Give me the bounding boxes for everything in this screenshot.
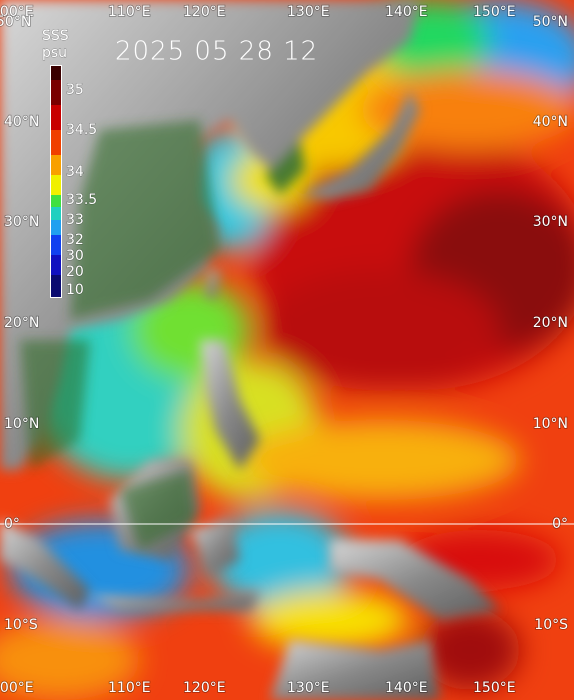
lat-label-left: 10°N bbox=[4, 416, 39, 432]
colorbar-label: 34 bbox=[66, 164, 84, 180]
lat-label-left: 0° bbox=[4, 516, 20, 532]
lon-label-top: 150°E bbox=[473, 4, 516, 20]
lon-label-bottom: 150°E bbox=[473, 680, 516, 696]
axis-labels: 100°E 110°E 120°E 130°E 140°E 150°E 100°E 110°E… bbox=[0, 3, 569, 697]
lat-label-right: 10°S bbox=[534, 617, 568, 633]
colorbar-label: 10 bbox=[66, 282, 84, 298]
lon-label-top: 110°E bbox=[108, 4, 151, 20]
lat-label-right: 10°N bbox=[533, 416, 568, 432]
colorbar-unit: psu bbox=[42, 45, 67, 61]
lat-label-right: 20°N bbox=[533, 315, 568, 331]
lon-label-bottom: 130°E bbox=[287, 680, 330, 696]
lon-label-top: 140°E bbox=[385, 4, 428, 20]
lon-label-bottom: 140°E bbox=[385, 680, 428, 696]
lon-label-top: 100°E bbox=[0, 4, 34, 20]
colorbar-title: SSS bbox=[42, 28, 69, 44]
vegetation bbox=[20, 120, 220, 550]
lat-label-right: 0° bbox=[552, 516, 568, 532]
lon-label-bottom: 100°E bbox=[0, 680, 34, 696]
map-title: 2025 05 28 12 bbox=[115, 37, 318, 67]
lat-label-left: 40°N bbox=[4, 114, 39, 130]
lat-label-left: 30°N bbox=[4, 214, 39, 230]
lon-label-top: 130°E bbox=[287, 4, 330, 20]
colorbar-label: 33.5 bbox=[66, 192, 97, 208]
colorbar-label: 20 bbox=[66, 264, 84, 280]
lon-label-bottom: 120°E bbox=[183, 680, 226, 696]
colorbar-label: 35 bbox=[66, 82, 84, 98]
lat-label-right: 50°N bbox=[533, 14, 568, 30]
colorbar-label: 30 bbox=[66, 248, 84, 264]
lat-label-left: 50°N bbox=[0, 14, 31, 30]
lat-label-left: 10°S bbox=[4, 617, 38, 633]
colorbar-label: 32 bbox=[66, 232, 84, 248]
lon-label-top: 120°E bbox=[183, 4, 226, 20]
colorbar-label: 34.5 bbox=[66, 122, 97, 138]
lat-label-right: 40°N bbox=[533, 114, 568, 130]
lat-label-right: 30°N bbox=[533, 214, 568, 230]
colorbar-label: 33 bbox=[66, 212, 84, 228]
lat-label-left: 20°N bbox=[4, 315, 39, 331]
colorbar bbox=[50, 65, 62, 298]
lon-label-bottom: 110°E bbox=[108, 680, 151, 696]
